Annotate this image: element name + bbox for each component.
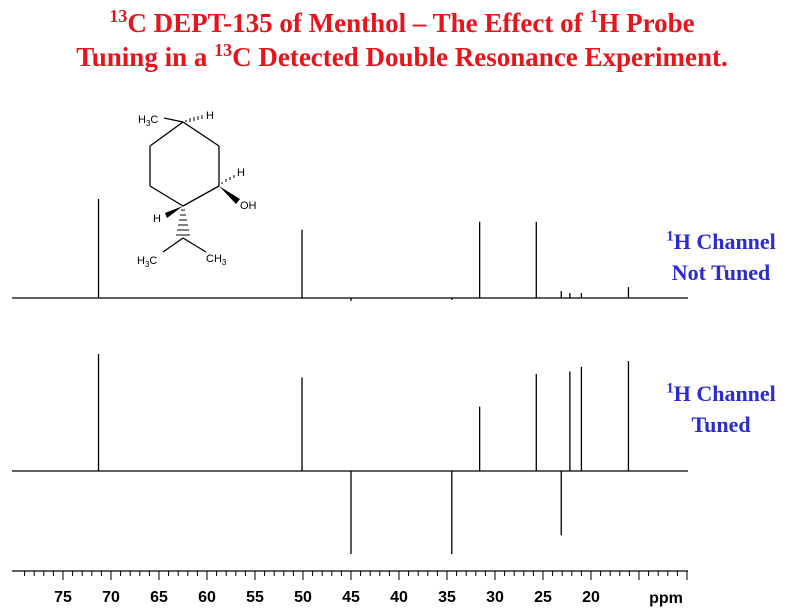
chart-title: 13C DEPT-135 of Menthol – The Effect of … <box>0 6 804 74</box>
label-not-tuned-text1: H Channel <box>673 229 776 254</box>
atom-label-ch3: CH3 <box>206 253 227 267</box>
title-sup-1: 1 <box>589 6 599 26</box>
label-not-tuned-sup: 1 <box>666 228 674 245</box>
title-text-4: C Detected Double Resonance Experiment. <box>232 42 728 72</box>
ring-bond <box>149 121 184 147</box>
atom-label-h3c-top: H3C <box>138 114 158 128</box>
atom-label-h-left: H <box>153 213 161 225</box>
tick-label: 55 <box>246 589 264 606</box>
title-line-2: Tuning in a 13C Detected Double Resonanc… <box>0 40 804 74</box>
tick-label: 65 <box>150 589 168 606</box>
tick-label: 25 <box>534 589 552 606</box>
label-not-tuned-line2: Not Tuned <box>671 260 771 285</box>
title-text-3: Tuning in a <box>76 42 215 72</box>
label-tuned-sup: 1 <box>666 380 674 397</box>
title-text-2: H Probe <box>598 8 695 38</box>
label-tuned: 1H Channel Tuned <box>636 378 804 440</box>
atom-label-h-top: H <box>206 110 214 122</box>
title-line-1: 13C DEPT-135 of Menthol – The Effect of … <box>0 6 804 40</box>
x-axis-label: ppm <box>649 590 683 607</box>
label-not-tuned: 1H Channel Not Tuned <box>636 226 804 288</box>
tick-label: 60 <box>198 589 216 606</box>
label-tuned-line2: Tuned <box>691 412 751 437</box>
title-text-1: C DEPT-135 of Menthol – The Effect of <box>127 8 590 38</box>
tick-label: 30 <box>486 589 504 606</box>
isopropyl-bond <box>182 237 207 253</box>
methyl-bond <box>163 117 184 123</box>
menthol-labels: H3C H H OH H H3C CH3 <box>137 110 257 269</box>
tick-label: 20 <box>582 589 600 606</box>
peaks-group <box>97 199 630 555</box>
ring-bond <box>182 185 220 207</box>
menthol-structure <box>149 115 240 253</box>
label-not-tuned-line1: 1H Channel <box>636 226 804 257</box>
baselines <box>12 297 688 472</box>
isopropyl-bond <box>162 237 184 253</box>
atom-label-h-right: H <box>237 167 245 179</box>
tick-label: 45 <box>342 589 360 606</box>
label-tuned-text1: H Channel <box>673 381 776 406</box>
atom-label-h3c-bottom: H3C <box>137 255 157 269</box>
x-axis: 75 70 65 60 55 50 45 40 35 30 25 20 ppm <box>12 570 688 607</box>
tick-label: 75 <box>54 589 72 606</box>
tick-label: 35 <box>438 589 456 606</box>
label-tuned-line1: 1H Channel <box>636 378 804 409</box>
tick-label: 50 <box>294 589 312 606</box>
title-sup-13b: 13 <box>214 40 233 60</box>
wedge-bond <box>165 206 183 218</box>
title-sup-13: 13 <box>109 6 128 26</box>
atom-label-oh: OH <box>240 200 257 212</box>
ring-bond <box>182 121 220 147</box>
wedge-bond <box>219 186 240 204</box>
tick-label: 40 <box>390 589 408 606</box>
tick-label: 70 <box>102 589 120 606</box>
ring-bond <box>149 185 184 207</box>
